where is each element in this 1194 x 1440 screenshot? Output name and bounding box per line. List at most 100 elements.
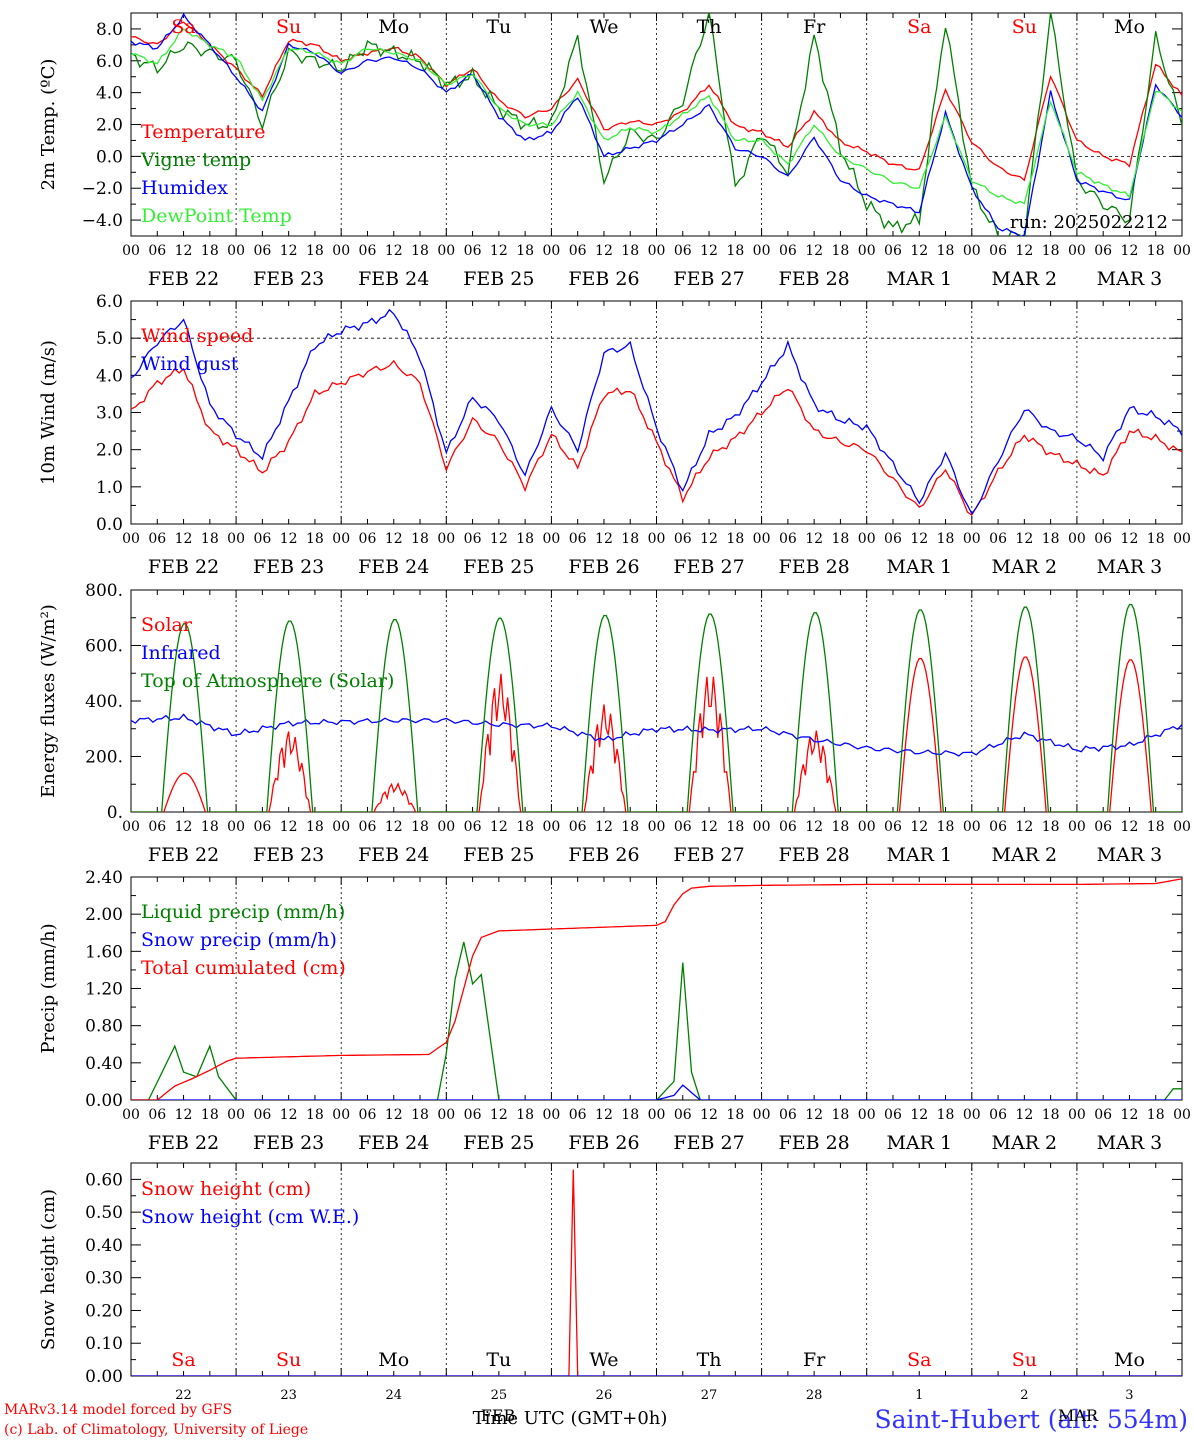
y-tick-label: 1.60 <box>85 942 123 962</box>
y-tick-label: 2.40 <box>85 868 123 888</box>
x-hour-label: 00 <box>122 819 140 835</box>
series-line-wind-gust <box>131 308 1182 515</box>
panel-5 <box>130 1162 1183 1377</box>
day-number-label: 3 <box>1125 1388 1133 1403</box>
y-axis-label: Energy fluxes (W/m²) <box>38 604 59 798</box>
y-tick-label: 4.0 <box>96 84 123 104</box>
x-hour-label: 00 <box>122 1107 140 1123</box>
panel-2 <box>130 300 1183 525</box>
panel-4 <box>130 876 1183 1101</box>
day-of-week-label: Su <box>1012 1349 1037 1371</box>
x-hour-label: 18 <box>1042 1107 1060 1123</box>
day-number-label: 26 <box>596 1388 613 1403</box>
day-of-week-label: Fr <box>803 16 826 38</box>
x-date-label: FEB 28 <box>779 844 850 866</box>
day-number-label: 24 <box>385 1388 402 1403</box>
x-hour-label: 12 <box>175 243 193 259</box>
y-tick-label: 0.0 <box>96 515 123 535</box>
x-hour-label: 00 <box>542 243 560 259</box>
x-date-label: MAR 2 <box>992 556 1058 578</box>
y-tick-label: 8.0 <box>96 20 123 40</box>
x-hour-label: 00 <box>1173 1107 1191 1123</box>
x-hour-label: 00 <box>1068 819 1086 835</box>
x-date-label: FEB 27 <box>673 556 744 578</box>
y-tick-label: 3.0 <box>96 404 123 424</box>
x-hour-label: 00 <box>227 819 245 835</box>
x-hour-label: 06 <box>253 243 271 259</box>
x-hour-label: 18 <box>726 819 744 835</box>
x-hour-label: 06 <box>253 1107 271 1123</box>
x-hour-label: 00 <box>963 1107 981 1123</box>
x-hour-label: 00 <box>122 243 140 259</box>
x-hour-label: 06 <box>464 531 482 547</box>
x-date-label: FEB 23 <box>253 1132 324 1154</box>
x-hour-label: 06 <box>989 1107 1007 1123</box>
y-tick-label: 0.50 <box>85 1203 123 1223</box>
x-date-label: FEB 28 <box>779 556 850 578</box>
day-of-week-label: Fr <box>803 1349 826 1371</box>
day-number-label: 22 <box>175 1388 192 1403</box>
x-hour-label: 06 <box>779 531 797 547</box>
x-date-label: FEB 23 <box>253 268 324 290</box>
day-of-week-label: Sa <box>171 16 195 38</box>
x-hour-label: 18 <box>726 243 744 259</box>
x-hour-label: 00 <box>332 819 350 835</box>
x-date-label: FEB 23 <box>253 844 324 866</box>
day-of-week-label: We <box>589 1349 618 1371</box>
day-of-week-label: Tu <box>486 16 511 38</box>
x-hour-label: 06 <box>464 243 482 259</box>
y-tick-label: 600. <box>85 637 123 657</box>
x-hour-label: 18 <box>937 1107 955 1123</box>
x-hour-label: 00 <box>1068 531 1086 547</box>
x-hour-label: 18 <box>832 819 850 835</box>
x-hour-label: 18 <box>937 819 955 835</box>
legend-entry: Temperature <box>141 121 265 143</box>
x-hour-label: 06 <box>884 1107 902 1123</box>
x-hour-label: 18 <box>1147 531 1165 547</box>
x-hour-label: 18 <box>1042 531 1060 547</box>
x-date-label: MAR 2 <box>992 844 1058 866</box>
legend-entry: Wind speed <box>141 325 253 347</box>
x-date-label: MAR 1 <box>886 844 952 866</box>
x-hour-label: 00 <box>332 531 350 547</box>
series-line-dewpoint-temp <box>131 28 1182 205</box>
x-axis-label: Time UTC (GMT+0h) <box>473 1408 668 1429</box>
x-hour-label: 12 <box>595 243 613 259</box>
x-hour-label: 18 <box>937 531 955 547</box>
x-hour-label: 00 <box>753 1107 771 1123</box>
x-hour-label: 00 <box>227 531 245 547</box>
y-axis-label: Precip (mm/h) <box>38 923 59 1053</box>
y-tick-label: 2.00 <box>85 905 123 925</box>
x-date-label: FEB 26 <box>568 556 639 578</box>
series-line-wind-speed <box>131 359 1182 517</box>
x-date-label: MAR 3 <box>1097 844 1163 866</box>
x-hour-label: 18 <box>1147 243 1165 259</box>
y-tick-label: 0.20 <box>85 1301 123 1321</box>
x-hour-label: 06 <box>674 243 692 259</box>
x-hour-label: 00 <box>1068 1107 1086 1123</box>
x-date-label: FEB 25 <box>463 1132 534 1154</box>
x-date-label: FEB 22 <box>148 844 219 866</box>
x-hour-label: 06 <box>569 1107 587 1123</box>
x-hour-label: 18 <box>201 531 219 547</box>
x-hour-label: 00 <box>1173 531 1191 547</box>
x-hour-label: 12 <box>490 819 508 835</box>
x-hour-label: 12 <box>700 1107 718 1123</box>
x-hour-label: 00 <box>648 1107 666 1123</box>
series-line-solar <box>131 656 1182 812</box>
x-hour-label: 00 <box>1173 819 1191 835</box>
x-hour-label: 00 <box>963 243 981 259</box>
x-date-label: FEB 26 <box>568 1132 639 1154</box>
x-date-label: FEB 22 <box>148 1132 219 1154</box>
x-hour-label: 00 <box>1173 243 1191 259</box>
day-number-label: 1 <box>915 1388 923 1403</box>
x-hour-label: 00 <box>542 531 560 547</box>
y-axis-label: 2m Temp. (ºC) <box>38 59 59 191</box>
x-hour-label: 12 <box>280 819 298 835</box>
x-hour-label: 12 <box>385 243 403 259</box>
x-hour-label: 06 <box>1094 531 1112 547</box>
series-line-snow-height-cm <box>131 1169 1182 1376</box>
x-hour-label: 00 <box>437 531 455 547</box>
series-line-total-cumulated-cm <box>131 878 1182 1100</box>
